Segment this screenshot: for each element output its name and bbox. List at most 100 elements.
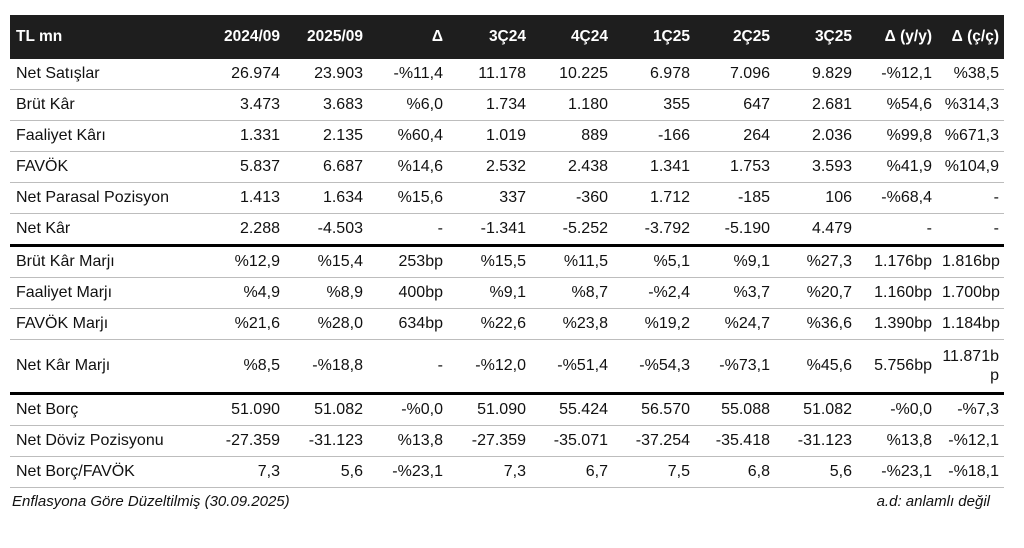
table-cell: -%73,1 [695, 339, 775, 395]
table-cell: -%23,1 [857, 456, 937, 488]
row-label: Net Kâr [10, 213, 197, 247]
financial-table-container: TL mn 2024/09 2025/09 Δ 3Ç24 4Ç24 1Ç25 2Ç25 3Ç25… [10, 15, 1004, 513]
table-cell: 51.082 [285, 393, 368, 426]
table-row: Net Borç/FAVÖK 7,3 5,6 -%23,1 7,3 6,7 7,5 6,8 5,… [10, 456, 1004, 488]
table-cell: %15,5 [448, 245, 531, 278]
row-label: Net Döviz Pozisyonu [10, 425, 197, 457]
table-cell: 337 [448, 182, 531, 214]
table-row: Net Kâr Marjı %8,5 -%18,8- -%12,0 -%51,4 -%54… [10, 339, 1004, 395]
column-header: 3Ç25 [775, 15, 857, 59]
table-cell: - [937, 213, 1004, 247]
table-row: Net Döviz Pozisyonu -27.359 -31.123 %13,8 -2… [10, 425, 1004, 457]
row-label: Net Parasal Pozisyon [10, 182, 197, 214]
table-cell: %54,6 [857, 89, 937, 121]
table-cell: - [937, 182, 1004, 214]
table-cell: 2.532 [448, 151, 531, 183]
table-cell: -27.359 [448, 425, 531, 457]
header-row: TL mn 2024/09 2025/09 Δ 3Ç24 4Ç24 1Ç25 2Ç25 3Ç25… [10, 15, 1004, 59]
table-cell: -%0,0 [857, 393, 937, 426]
table-cell: 6.978 [613, 59, 695, 90]
table-cell: 5,6 [775, 456, 857, 488]
table-cell: -%51,4 [531, 339, 613, 395]
table-cell: 55.088 [695, 393, 775, 426]
table-cell: 1.700bp [937, 277, 1004, 309]
table-cell: 355 [613, 89, 695, 121]
table-cell: %99,8 [857, 120, 937, 152]
table-cell: %21,6 [197, 308, 285, 340]
table-cell: 1.634 [285, 182, 368, 214]
row-label: FAVÖK [10, 151, 197, 183]
table-cell: %6,0 [368, 89, 448, 121]
table-cell: 7,5 [613, 456, 695, 488]
table-cell: %22,6 [448, 308, 531, 340]
table-body: Net Satışlar 26.974 23.903 -%11,4 11.178 10.2… [10, 59, 1004, 488]
table-cell: 1.019 [448, 120, 531, 152]
table-cell: -%0,0 [368, 393, 448, 426]
table-row: FAVÖK Marjı %21,6 %28,0 634bp %22,6 %23,8 %19,… [10, 308, 1004, 340]
table-cell: 634bp [368, 308, 448, 340]
table-cell: 56.570 [613, 393, 695, 426]
column-header: 2Ç25 [695, 15, 775, 59]
footnote-adjustment: Enflasyona Göre Düzeltilmiş (30.09.2025) [12, 493, 290, 510]
table-cell: %27,3 [775, 245, 857, 278]
table-cell: -%7,3 [937, 393, 1004, 426]
table-cell: %8,9 [285, 277, 368, 309]
table-cell: 2.681 [775, 89, 857, 121]
column-header: 2024/09 [197, 15, 285, 59]
table-cell: -%18,1 [937, 456, 1004, 488]
table-cell: 2.135 [285, 120, 368, 152]
table-cell: %8,7 [531, 277, 613, 309]
table-cell: %24,7 [695, 308, 775, 340]
table-cell: 4.479 [775, 213, 857, 247]
table-cell: 6.687 [285, 151, 368, 183]
column-header: Δ [368, 15, 448, 59]
table-row: Faaliyet Marjı %4,9 %8,9 400bp %9,1 %8,7 -%2,4… [10, 277, 1004, 309]
table-cell: -%23,1 [368, 456, 448, 488]
row-label: Faaliyet Kârı [10, 120, 197, 152]
table-cell: -35.418 [695, 425, 775, 457]
table-cell: 2.036 [775, 120, 857, 152]
table-cell: %4,9 [197, 277, 285, 309]
table-cell: 2.288 [197, 213, 285, 247]
table-cell: 253bp [368, 245, 448, 278]
table-cell: 26.974 [197, 59, 285, 90]
table-cell: %12,9 [197, 245, 285, 278]
column-header: 4Ç24 [531, 15, 613, 59]
column-header: 2025/09 [285, 15, 368, 59]
table-cell: -%12,0 [448, 339, 531, 395]
column-header: 1Ç25 [613, 15, 695, 59]
table-cell: -1.341 [448, 213, 531, 247]
table-cell: 1.160bp [857, 277, 937, 309]
table-cell: - [368, 213, 448, 247]
table-cell: %28,0 [285, 308, 368, 340]
table-cell: 400bp [368, 277, 448, 309]
table-footer: Enflasyona Göre Düzeltilmiş (30.09.2025)… [10, 493, 1004, 513]
table-cell: 51.082 [775, 393, 857, 426]
table-cell: %36,6 [775, 308, 857, 340]
table-cell: -%11,4 [368, 59, 448, 90]
table-cell: 5,6 [285, 456, 368, 488]
table-cell: 55.424 [531, 393, 613, 426]
table-cell: 6,7 [531, 456, 613, 488]
table-row: Net Parasal Pozisyon 1.413 1.634 %15,6 337 -3… [10, 182, 1004, 214]
table-cell: -%2,4 [613, 277, 695, 309]
table-cell: 6,8 [695, 456, 775, 488]
table-cell: %314,3 [937, 89, 1004, 121]
table-row: Brüt Kâr 3.473 3.683 %6,0 1.734 1.180 355 647 2.… [10, 89, 1004, 121]
table-row: FAVÖK 5.837 6.687 %14,6 2.532 2.438 1.341 1.753… [10, 151, 1004, 183]
table-cell: %13,8 [368, 425, 448, 457]
table-cell: 3.593 [775, 151, 857, 183]
table-cell: 5.756bp [857, 339, 937, 395]
table-cell: -31.123 [285, 425, 368, 457]
table-cell: 1.712 [613, 182, 695, 214]
table-cell: %41,9 [857, 151, 937, 183]
table-cell: %5,1 [613, 245, 695, 278]
table-cell: %19,2 [613, 308, 695, 340]
table-cell: -166 [613, 120, 695, 152]
table-row: Net Satışlar 26.974 23.903 -%11,4 11.178 10.2… [10, 59, 1004, 90]
table-cell: 889 [531, 120, 613, 152]
table-cell: -5.252 [531, 213, 613, 247]
table-cell: -%12,1 [937, 425, 1004, 457]
column-header: Δ (y/y) [857, 15, 937, 59]
table-cell: -3.792 [613, 213, 695, 247]
